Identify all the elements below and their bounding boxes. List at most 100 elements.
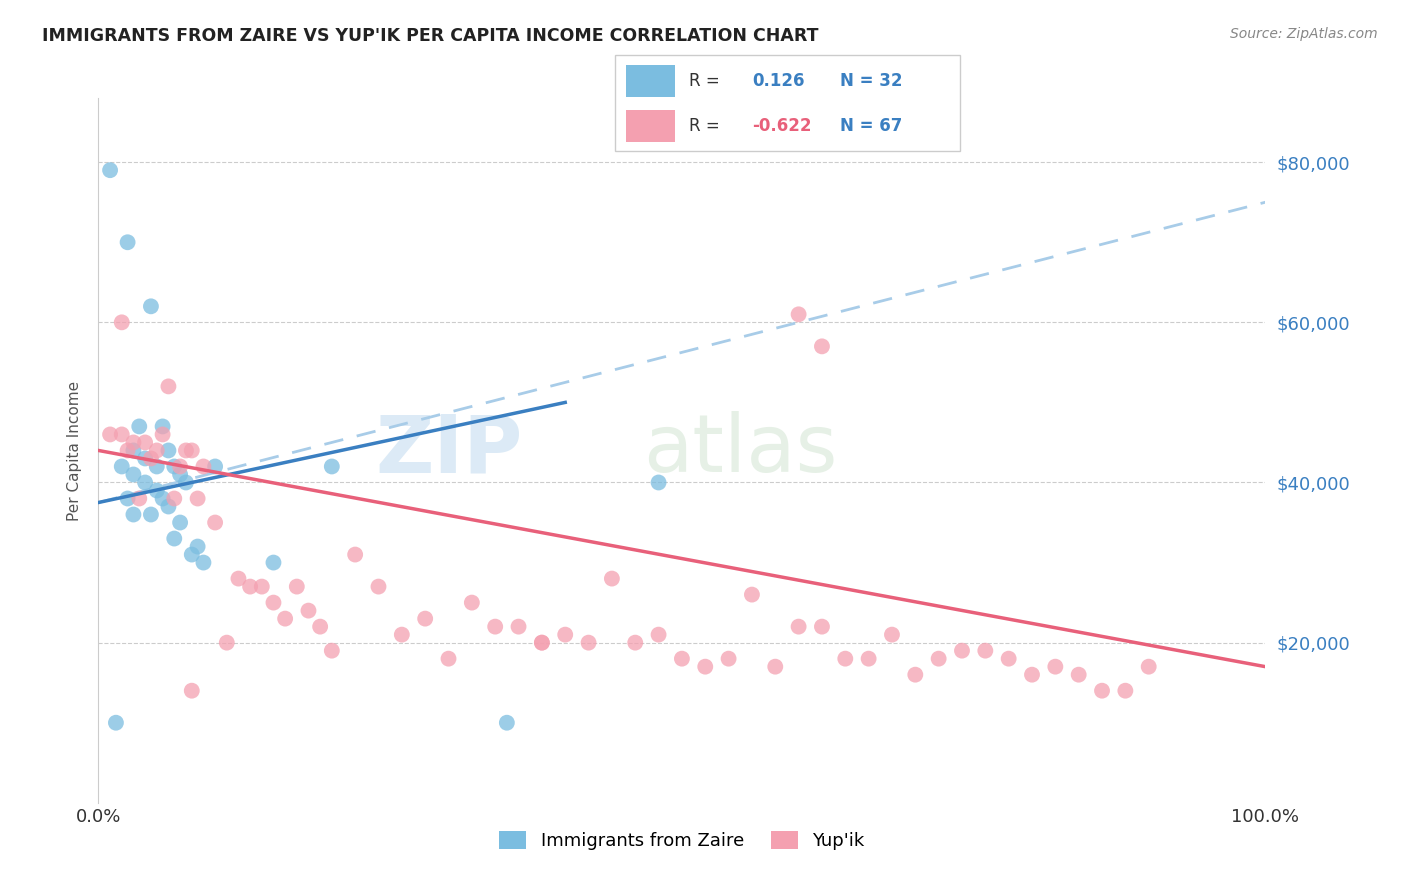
Point xyxy=(174,475,197,490)
Point xyxy=(811,339,834,353)
Point xyxy=(122,508,145,522)
Point xyxy=(157,500,180,514)
Text: R =: R = xyxy=(689,117,720,135)
Point xyxy=(321,459,343,474)
Point xyxy=(904,667,927,681)
Point xyxy=(508,620,530,634)
Point xyxy=(695,659,717,673)
Point xyxy=(274,612,297,626)
Point xyxy=(1021,667,1043,681)
Point xyxy=(624,635,647,649)
Point xyxy=(98,427,121,442)
Point xyxy=(139,508,162,522)
Point xyxy=(250,580,273,594)
Point xyxy=(174,443,197,458)
Point xyxy=(530,635,553,649)
FancyBboxPatch shape xyxy=(626,111,675,142)
Point xyxy=(104,715,127,730)
Point xyxy=(741,588,763,602)
Point xyxy=(437,651,460,665)
Text: atlas: atlas xyxy=(643,411,838,490)
Point xyxy=(880,627,903,641)
Text: N = 67: N = 67 xyxy=(841,117,903,135)
Point xyxy=(122,435,145,450)
Point xyxy=(1137,659,1160,673)
Point xyxy=(717,651,740,665)
Point xyxy=(139,451,162,466)
Point xyxy=(98,163,121,178)
Point xyxy=(1114,683,1136,698)
Point xyxy=(152,491,174,506)
Point xyxy=(413,612,436,626)
Point xyxy=(496,715,519,730)
Point xyxy=(180,443,202,458)
Point xyxy=(111,427,134,442)
Point xyxy=(461,596,484,610)
Point xyxy=(950,643,973,657)
Point xyxy=(152,419,174,434)
Point xyxy=(530,635,553,649)
Point xyxy=(122,467,145,482)
Point xyxy=(180,683,202,698)
Point xyxy=(228,572,250,586)
Point xyxy=(1091,683,1114,698)
Point xyxy=(215,635,238,649)
Point xyxy=(858,651,880,665)
Point xyxy=(997,651,1019,665)
Point xyxy=(204,516,226,530)
Text: -0.622: -0.622 xyxy=(752,117,811,135)
Point xyxy=(163,459,186,474)
Point xyxy=(204,459,226,474)
Point xyxy=(163,491,186,506)
Point xyxy=(787,307,810,321)
Point xyxy=(344,548,367,562)
Point xyxy=(193,556,215,570)
Point xyxy=(139,299,162,313)
Text: R =: R = xyxy=(689,72,720,90)
Point xyxy=(262,596,284,610)
Point xyxy=(134,475,156,490)
Point xyxy=(647,475,669,490)
Point xyxy=(187,491,209,506)
Point xyxy=(134,451,156,466)
Text: IMMIGRANTS FROM ZAIRE VS YUP'IK PER CAPITA INCOME CORRELATION CHART: IMMIGRANTS FROM ZAIRE VS YUP'IK PER CAPI… xyxy=(42,27,818,45)
Point xyxy=(834,651,856,665)
Point xyxy=(763,659,786,673)
Point xyxy=(152,427,174,442)
Point xyxy=(157,443,180,458)
Point xyxy=(122,443,145,458)
Point xyxy=(974,643,997,657)
Point xyxy=(262,556,284,570)
Point xyxy=(321,643,343,657)
Point xyxy=(193,459,215,474)
Point xyxy=(671,651,693,665)
Point xyxy=(111,459,134,474)
Point xyxy=(484,620,506,634)
Point xyxy=(1067,667,1090,681)
Point xyxy=(146,459,169,474)
Point xyxy=(367,580,389,594)
Point xyxy=(117,491,139,506)
Point xyxy=(128,419,150,434)
FancyBboxPatch shape xyxy=(616,54,960,151)
Point xyxy=(163,532,186,546)
Point xyxy=(297,604,319,618)
Point xyxy=(600,572,623,586)
Point xyxy=(146,483,169,498)
Point xyxy=(647,627,669,641)
Point xyxy=(128,491,150,506)
Point xyxy=(169,467,191,482)
Point xyxy=(117,443,139,458)
Point xyxy=(146,443,169,458)
Point xyxy=(157,379,180,393)
Legend: Immigrants from Zaire, Yup'ik: Immigrants from Zaire, Yup'ik xyxy=(492,823,872,857)
Point xyxy=(578,635,600,649)
Point xyxy=(117,235,139,250)
Text: Source: ZipAtlas.com: Source: ZipAtlas.com xyxy=(1230,27,1378,41)
Point xyxy=(1045,659,1067,673)
Point xyxy=(111,315,134,329)
Y-axis label: Per Capita Income: Per Capita Income xyxy=(67,380,83,521)
Point xyxy=(811,620,834,634)
Point xyxy=(391,627,413,641)
Text: N = 32: N = 32 xyxy=(841,72,903,90)
